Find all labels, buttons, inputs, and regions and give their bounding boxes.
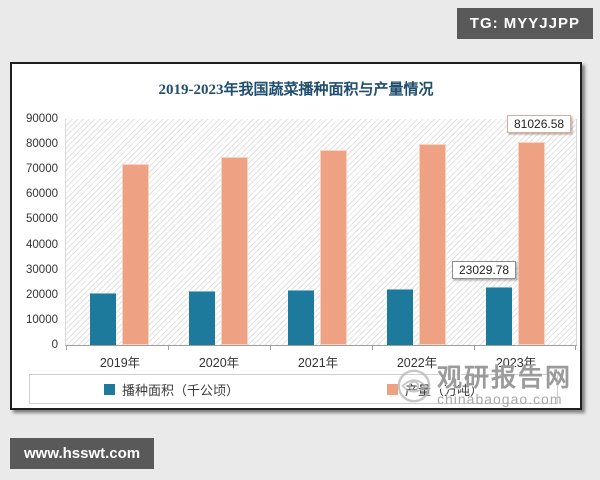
y-tick-label: 50000 <box>26 213 58 226</box>
y-tick-label: 80000 <box>26 138 58 151</box>
legend-label-planting-area: 播种面积（千公顷） <box>121 382 239 398</box>
x-axis-tick <box>270 345 271 350</box>
bar-planting-area <box>288 290 314 345</box>
bar-production <box>320 150 347 345</box>
site-url-badge: www.hsswt.com <box>10 438 155 469</box>
y-tick-label: 40000 <box>26 238 58 251</box>
bar-planting-area <box>90 292 116 345</box>
y-tick-label: 0 <box>51 339 58 351</box>
x-axis-tick <box>66 345 67 350</box>
y-tick-label: 20000 <box>26 288 58 301</box>
bar-planting-area <box>486 287 512 345</box>
y-tick-label: 70000 <box>26 163 58 176</box>
x-axis-label: 2019年 <box>99 356 141 370</box>
y-tick-label: 90000 <box>26 113 58 125</box>
x-axis-tick <box>474 345 475 350</box>
chart-title: 2019-2023年我国蔬菜播种面积与产量情况 <box>158 82 434 98</box>
x-axis-tick <box>372 345 373 350</box>
x-axis-tick <box>168 345 169 350</box>
bar-production <box>518 141 545 345</box>
y-tick-label: 10000 <box>26 313 58 326</box>
x-axis-tick <box>575 345 576 350</box>
watermark-domain: chinabaogao.com <box>436 391 563 407</box>
x-axis-label: 2023年 <box>495 356 537 370</box>
legend-item-planting-area: 播种面积（千公顷） <box>103 380 239 399</box>
bar-production <box>419 144 446 345</box>
chart-panel: 2019-2023年我国蔬菜播种面积与产量情况 2019年 2020年 2021年 2… <box>10 62 582 410</box>
tg-contact-badge: TG: MYYJJPP <box>456 8 593 39</box>
watermark: 观研报告网 chinabaogao.com <box>395 366 572 406</box>
bar-production <box>221 156 248 345</box>
eye-swirl-logo-icon <box>397 369 431 403</box>
x-axis-label: 2021年 <box>297 356 339 370</box>
bar-production <box>122 163 149 345</box>
production-swatch-icon <box>386 383 398 395</box>
plot-area: 2019年 2020年 2021年 2022年 2023年 <box>65 119 577 370</box>
y-tick-label: 30000 <box>26 263 58 276</box>
planting-area-swatch-icon <box>103 383 115 395</box>
x-axis-label: 2022年 <box>396 356 438 370</box>
bar-planting-area <box>189 291 215 345</box>
data-label-planting-area-2023: 23029.78 <box>452 261 517 279</box>
chart-legend: 播种面积（千公顷） 产量（万吨） <box>29 374 558 404</box>
x-axis-label: 2020年 <box>198 356 240 370</box>
bar-planting-area <box>387 288 413 345</box>
data-label-production-2023: 81026.58 <box>507 115 572 133</box>
y-tick-label: 60000 <box>26 188 58 201</box>
watermark-name: 观研报告网 <box>436 365 572 392</box>
